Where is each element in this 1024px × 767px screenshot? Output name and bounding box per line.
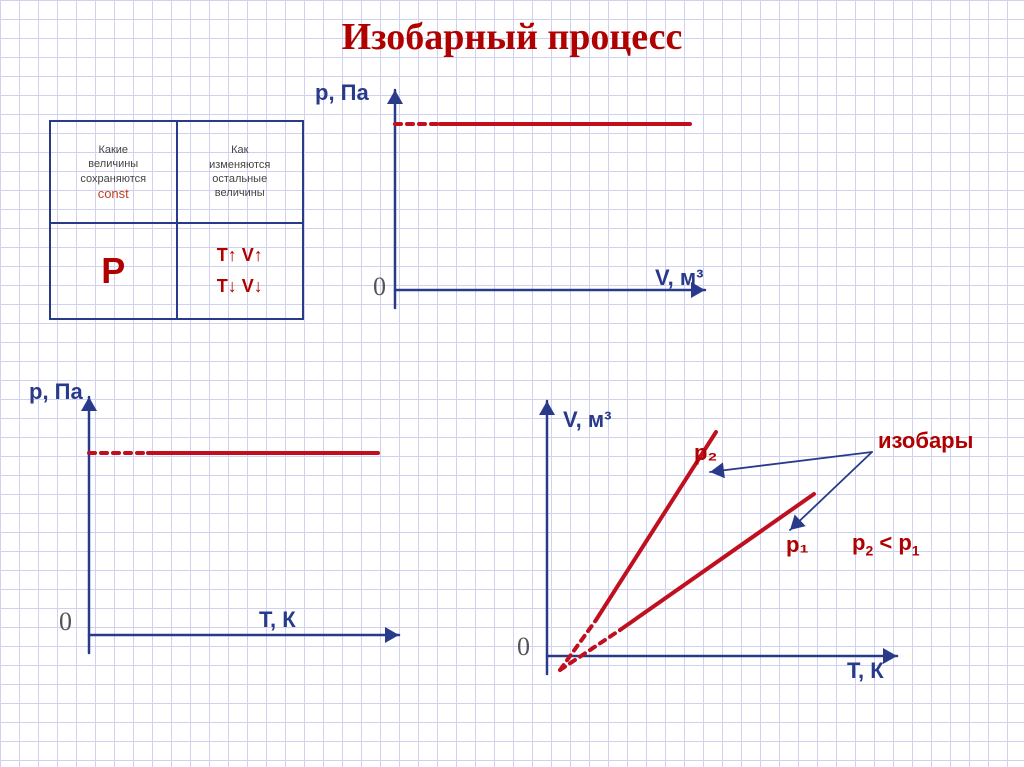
vt-y-label: V, м³ [563, 407, 611, 433]
vt-x-label: T, К [847, 658, 884, 684]
ineq-op: < p [873, 530, 912, 555]
ineq-a: p [852, 530, 865, 555]
inequality: p2 < p1 [852, 530, 920, 558]
isobars-label: изобары [878, 428, 973, 454]
vt-zero-label: 0 [517, 632, 530, 662]
chart-v-t [0, 0, 1024, 767]
p1-line-label: p₁ [786, 532, 809, 558]
ineq-1: 1 [912, 542, 920, 558]
p2-line-label: p₂ [694, 440, 717, 466]
